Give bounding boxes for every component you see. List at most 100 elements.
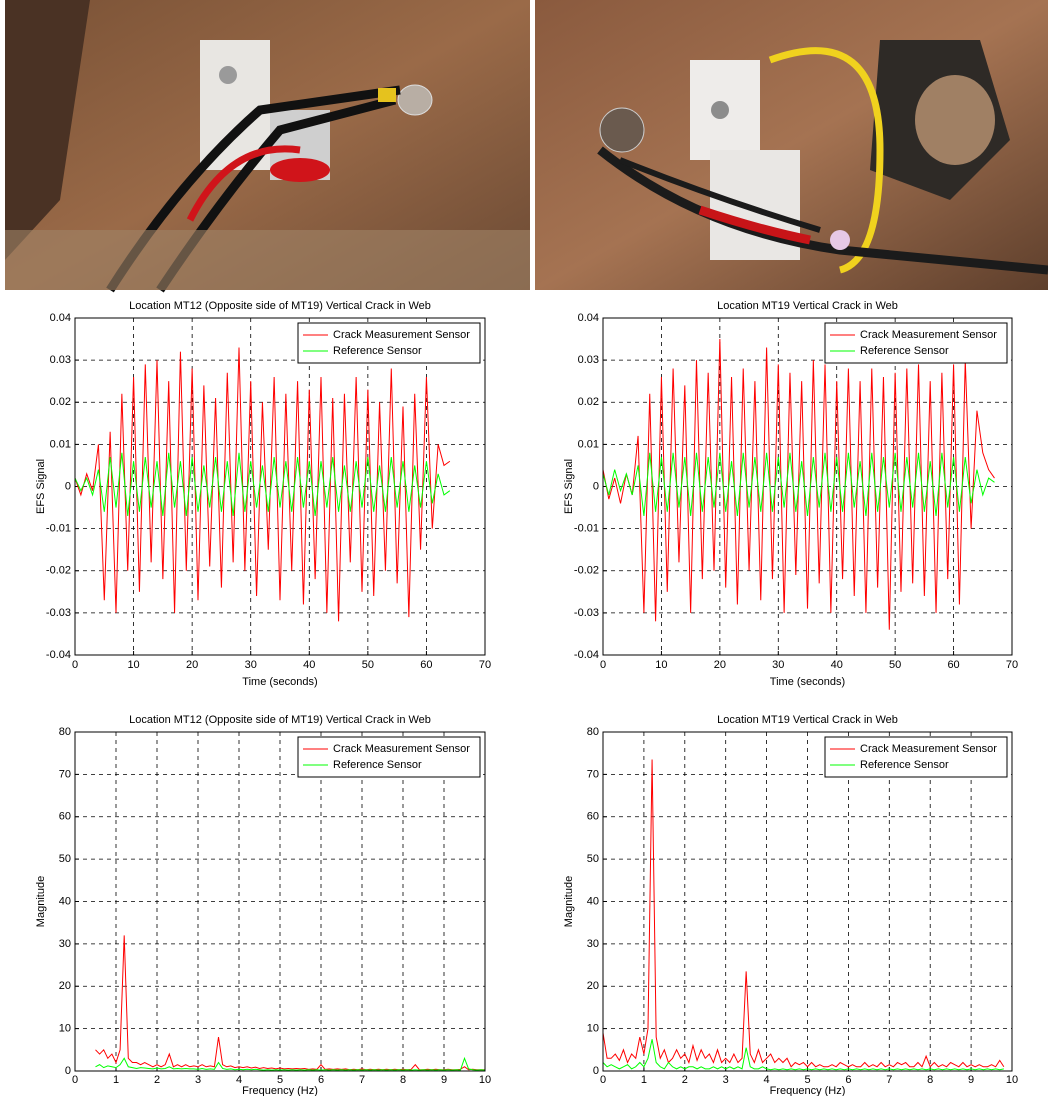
- y-tick-label: 0.04: [50, 312, 71, 324]
- legend-box: [824, 322, 1008, 364]
- y-tick-label: 20: [59, 980, 71, 992]
- series-line: [602, 1039, 1004, 1071]
- series-line: [74, 452, 451, 517]
- y-tick-label: 70: [587, 768, 599, 780]
- x-tick-label: 2: [682, 1074, 688, 1086]
- y-tick-label: 0.03: [578, 354, 599, 366]
- x-tick-label: 10: [479, 1074, 491, 1086]
- x-axis-label: Frequency (Hz): [770, 1085, 846, 1096]
- y-tick-label: 10: [587, 1023, 599, 1035]
- y-tick-label: 20: [587, 980, 599, 992]
- y-tick-label: 40: [59, 895, 71, 907]
- x-axis-label: Time (seconds): [770, 676, 845, 688]
- x-tick-label: 6: [845, 1074, 851, 1086]
- x-tick-label: 10: [127, 659, 139, 671]
- y-tick-label: -0.04: [574, 649, 599, 661]
- x-tick-label: 9: [968, 1074, 974, 1086]
- legend-label: Crack Measurement Sensor: [860, 743, 997, 755]
- x-tick-label: 8: [927, 1074, 933, 1086]
- y-tick-label: 30: [59, 938, 71, 950]
- y-tick-label: 0: [65, 480, 71, 492]
- legend: Crack Measurement Sensor Reference Sensor: [824, 322, 1008, 364]
- y-tick-label: 30: [587, 938, 599, 950]
- y-tick-label: -0.01: [574, 523, 599, 535]
- series-line: [602, 339, 995, 630]
- photo-left: [5, 0, 530, 293]
- chart-panel: Location MT12 (Opposite side of MT19) Ve…: [35, 714, 491, 1097]
- y-tick-label: 0.01: [50, 438, 71, 450]
- chart-panel: Location MT19 Vertical Crack in Web01020…: [563, 714, 1018, 1097]
- x-axis-label: Frequency (Hz): [242, 1085, 318, 1096]
- x-tick-label: 5: [804, 1074, 810, 1086]
- x-tick-label: 30: [772, 659, 784, 671]
- axes-box: [602, 317, 1013, 656]
- x-tick-label: 3: [723, 1074, 729, 1086]
- y-axis-label: EFS Signal: [563, 459, 575, 514]
- x-tick-label: 8: [400, 1074, 406, 1086]
- x-tick-label: 20: [186, 659, 198, 671]
- x-tick-label: 0: [600, 1074, 606, 1086]
- y-tick-label: 0.01: [578, 438, 599, 450]
- x-tick-label: 60: [420, 659, 432, 671]
- legend: Crack Measurement Sensor Reference Sensor: [297, 736, 481, 778]
- y-tick-label: 70: [59, 768, 71, 780]
- series-line: [602, 759, 1005, 1068]
- x-tick-label: 5: [277, 1074, 283, 1086]
- legend-label: Crack Measurement Sensor: [333, 743, 470, 755]
- series-line: [602, 452, 995, 517]
- x-tick-label: 0: [72, 1074, 78, 1086]
- x-tick-label: 10: [1006, 1074, 1018, 1086]
- axes-box: [602, 731, 1013, 1072]
- y-tick-label: 50: [59, 853, 71, 865]
- legend-box: [297, 736, 481, 778]
- y-tick-label: -0.04: [46, 649, 71, 661]
- x-tick-label: 70: [1006, 659, 1018, 671]
- legend-label: Crack Measurement Sensor: [333, 329, 470, 341]
- x-tick-label: 50: [362, 659, 374, 671]
- y-tick-label: 0.03: [50, 354, 71, 366]
- y-axis-label: Magnitude: [35, 876, 47, 927]
- y-tick-label: 0: [593, 480, 599, 492]
- y-tick-label: 40: [587, 895, 599, 907]
- y-tick-label: 10: [59, 1023, 71, 1035]
- y-tick-label: -0.02: [574, 565, 599, 577]
- series-line: [74, 347, 451, 622]
- x-tick-label: 60: [947, 659, 959, 671]
- y-axis-label: Magnitude: [563, 876, 575, 927]
- axes-box: [74, 731, 486, 1072]
- y-tick-label: 0.02: [578, 396, 599, 408]
- y-tick-label: 80: [587, 726, 599, 738]
- y-tick-label: 80: [59, 726, 71, 738]
- y-tick-label: 0.04: [578, 312, 599, 324]
- y-tick-label: -0.03: [46, 607, 71, 619]
- x-tick-label: 50: [889, 659, 901, 671]
- x-tick-label: 6: [318, 1074, 324, 1086]
- photo-right: [535, 0, 1048, 290]
- legend: Crack Measurement Sensor Reference Sensor: [824, 736, 1008, 778]
- x-tick-label: 9: [441, 1074, 447, 1086]
- x-tick-label: 4: [236, 1074, 242, 1086]
- legend-box: [297, 322, 481, 364]
- axes-box: [74, 317, 486, 656]
- x-tick-label: 7: [359, 1074, 365, 1086]
- legend-label: Crack Measurement Sensor: [860, 329, 997, 341]
- x-tick-label: 10: [655, 659, 667, 671]
- legend-label: Reference Sensor: [860, 759, 949, 771]
- x-tick-label: 0: [72, 659, 78, 671]
- y-tick-label: 60: [59, 811, 71, 823]
- x-tick-label: 4: [764, 1074, 770, 1086]
- x-tick-label: 70: [479, 659, 491, 671]
- x-tick-label: 2: [154, 1074, 160, 1086]
- chart-panel: Location MT12 (Opposite side of MT19) Ve…: [35, 300, 491, 688]
- y-tick-label: 50: [587, 853, 599, 865]
- chart-title: Location MT12 (Opposite side of MT19) Ve…: [129, 300, 431, 312]
- y-tick-label: 0: [593, 1065, 599, 1077]
- x-tick-label: 40: [303, 659, 315, 671]
- x-tick-label: 1: [113, 1074, 119, 1086]
- chart-panel: Location MT19 Vertical Crack in Web -0.04…: [563, 300, 1018, 688]
- x-tick-label: 20: [714, 659, 726, 671]
- chart-title: Location MT19 Vertical Crack in Web: [717, 714, 898, 726]
- x-tick-label: 7: [886, 1074, 892, 1086]
- legend-label: Reference Sensor: [860, 345, 949, 357]
